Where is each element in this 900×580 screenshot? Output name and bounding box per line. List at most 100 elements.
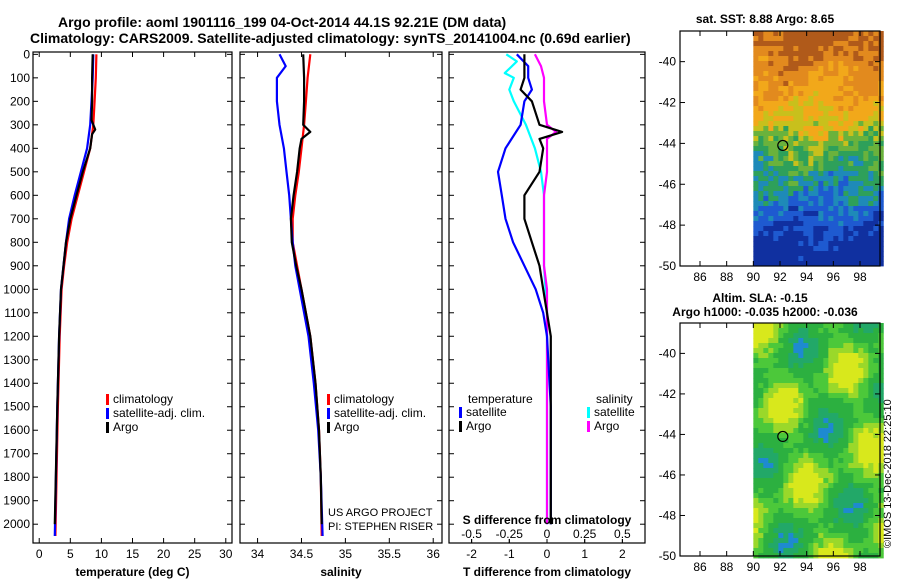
sst-cell: [838, 56, 844, 62]
sla-cell: [798, 493, 804, 499]
sla-cell: [873, 363, 879, 369]
sla-cell: [868, 463, 874, 469]
sla-cell: [768, 533, 774, 539]
sst-cell: [788, 36, 794, 42]
sst-cell: [793, 156, 799, 162]
temp-legend-climatology-label: climatology: [113, 392, 173, 406]
sst-cell: [878, 231, 884, 237]
sla-cell: [848, 368, 854, 374]
sst-cell: [788, 96, 794, 102]
sla-cell: [803, 543, 809, 549]
sla-cell: [778, 543, 784, 549]
sst-ytick-label: -50: [659, 259, 677, 273]
sla-cell: [778, 338, 784, 344]
sst-cell: [868, 216, 874, 222]
sst-cell: [843, 86, 849, 92]
sst-cell: [793, 131, 799, 137]
sla-cell: [823, 498, 829, 504]
sla-cell: [778, 373, 784, 379]
sst-cell: [823, 161, 829, 167]
sst-cell: [758, 241, 764, 247]
sla-cell: [848, 528, 854, 534]
sst-cell: [818, 116, 824, 122]
sla-cell: [773, 368, 779, 374]
sla-cell: [833, 348, 839, 354]
sla-cell: [758, 358, 764, 364]
sla-cell: [763, 418, 769, 424]
sst-cell: [853, 256, 859, 262]
sla-cell: [788, 513, 794, 519]
sla-cell: [868, 383, 874, 389]
sst-cell: [843, 206, 849, 212]
sla-cell: [818, 463, 824, 469]
sla-cell: [868, 368, 874, 374]
sla-cell: [823, 428, 829, 434]
sst-cell: [848, 156, 854, 162]
sst-cell: [808, 101, 814, 107]
sst-cell: [823, 66, 829, 72]
sla-cell: [798, 368, 804, 374]
sst-cell: [828, 261, 834, 267]
sla-cell: [848, 373, 854, 379]
sla-cell: [763, 338, 769, 344]
sla-cell: [783, 493, 789, 499]
sst-cell: [758, 191, 764, 197]
sla-cell: [843, 418, 849, 424]
sst-cell: [813, 146, 819, 152]
sla-cell: [778, 513, 784, 519]
sla-cell: [758, 328, 764, 334]
sla-cell: [758, 473, 764, 479]
sla-cell: [758, 403, 764, 409]
sla-cell: [768, 473, 774, 479]
sla-cell: [813, 363, 819, 369]
sst-cell: [843, 221, 849, 227]
sla-cell: [838, 343, 844, 349]
sst-cell: [823, 221, 829, 227]
sst-cell: [873, 71, 879, 77]
sst-cell: [773, 66, 779, 72]
sla-cell: [793, 518, 799, 524]
sst-cell: [848, 66, 854, 72]
sla-cell: [818, 368, 824, 374]
sst-cell: [778, 141, 784, 147]
sla-cell: [773, 448, 779, 454]
sst-cell: [803, 261, 809, 267]
sst-cell: [853, 251, 859, 257]
sst-cell: [823, 41, 829, 47]
sst-cell: [828, 96, 834, 102]
sst-cell: [853, 226, 859, 232]
sla-cell: [778, 538, 784, 544]
sst-cell: [778, 36, 784, 42]
sst-cell: [808, 146, 814, 152]
sst-cell: [813, 126, 819, 132]
sst-cell: [843, 61, 849, 67]
sst-cell: [788, 51, 794, 57]
sla-cell: [803, 333, 809, 339]
sla-cell: [853, 428, 859, 434]
sst-cell: [833, 241, 839, 247]
sst-cell: [838, 121, 844, 127]
sst-cell: [848, 76, 854, 82]
sst-title: sat. SST: 8.88 Argo: 8.65: [696, 12, 835, 26]
sla-cell: [778, 403, 784, 409]
sla-cell: [823, 368, 829, 374]
sla-cell: [818, 498, 824, 504]
sst-ytick-label: -44: [659, 136, 677, 150]
sla-cell: [858, 458, 864, 464]
sla-cell: [793, 538, 799, 544]
sla-cell: [778, 433, 784, 439]
sla-cell: [808, 528, 814, 534]
sst-cell: [813, 226, 819, 232]
sst-cell: [878, 256, 884, 262]
sla-cell: [788, 338, 794, 344]
sla-cell: [763, 488, 769, 494]
sst-cell: [858, 221, 864, 227]
sla-cell: [768, 478, 774, 484]
sst-cell: [868, 61, 874, 67]
sla-cell: [828, 418, 834, 424]
sst-cell: [763, 221, 769, 227]
sla-cell: [838, 468, 844, 474]
sla-cell: [773, 393, 779, 399]
sla-cell: [848, 508, 854, 514]
sst-cell: [878, 146, 884, 152]
